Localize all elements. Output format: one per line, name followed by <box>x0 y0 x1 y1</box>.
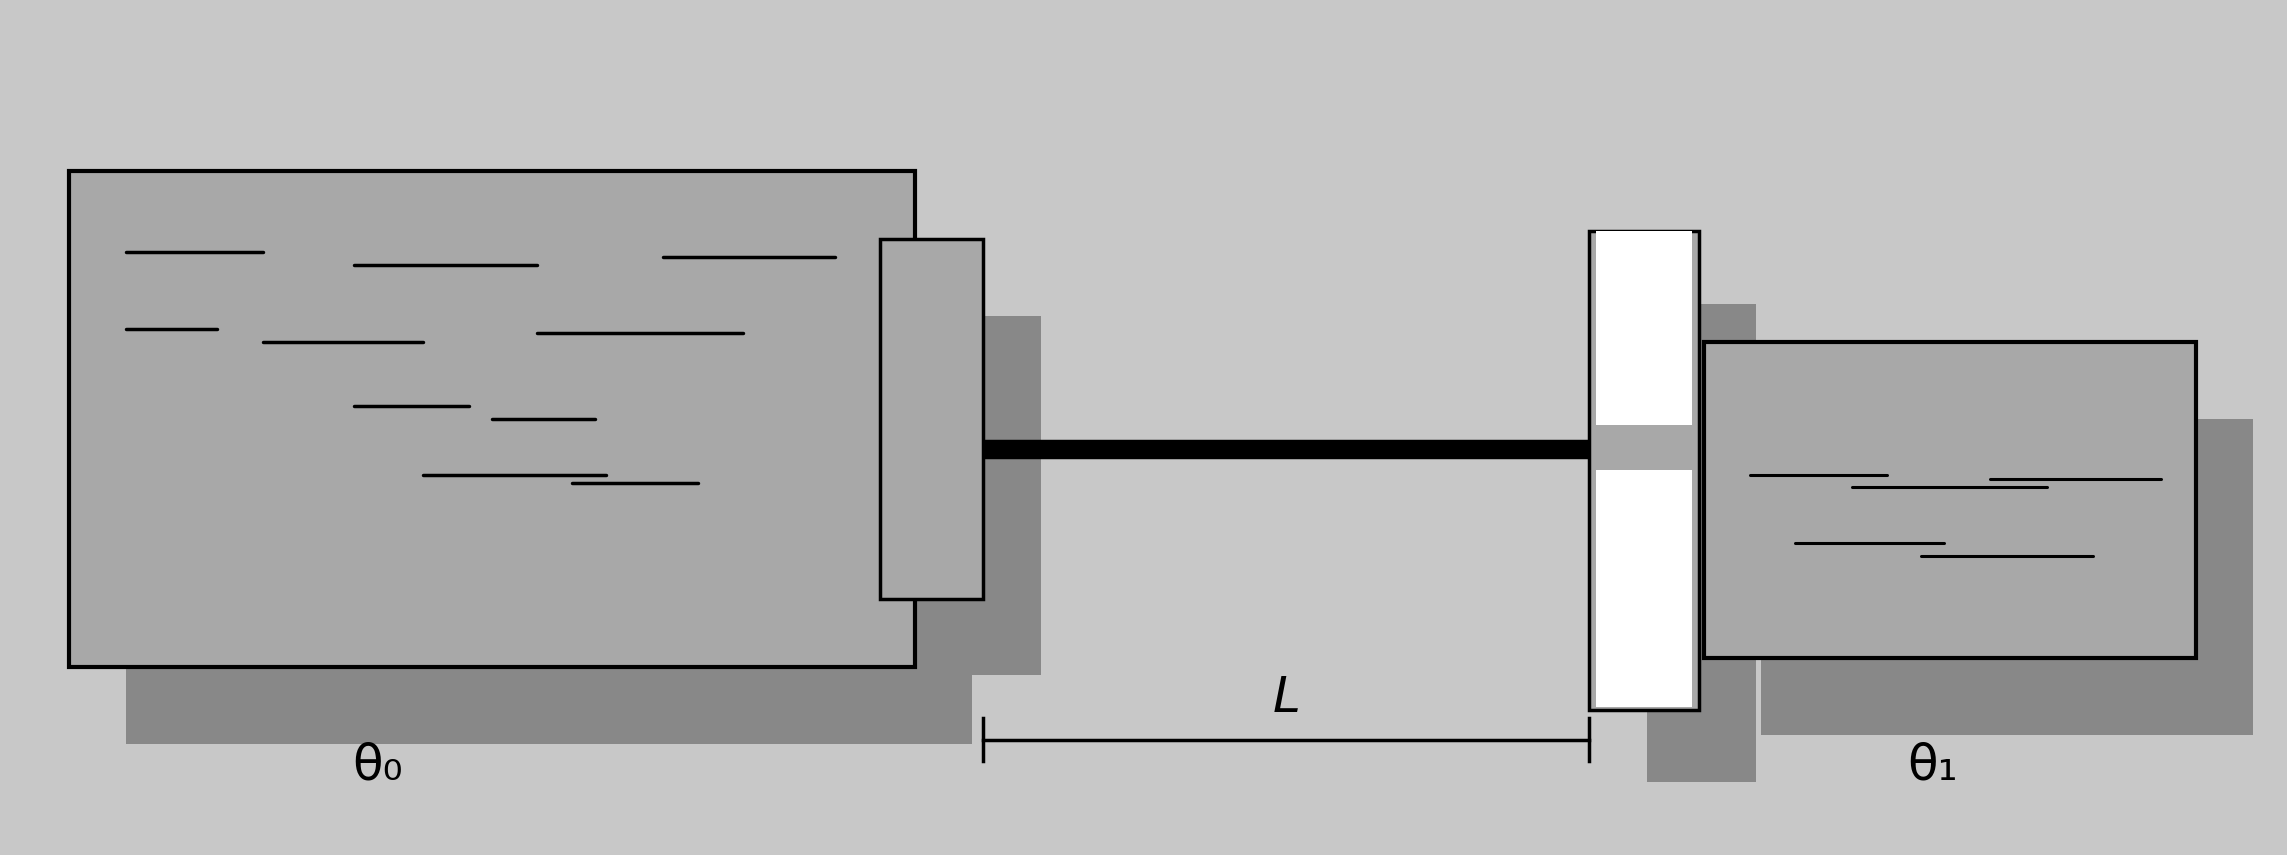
Bar <box>880 239 983 598</box>
Bar <box>938 316 1041 675</box>
Bar <box>1589 231 1699 710</box>
Bar <box>1647 304 1756 782</box>
Text: L: L <box>1272 675 1301 722</box>
Bar <box>126 248 972 744</box>
Text: θ₁: θ₁ <box>1907 741 1958 789</box>
Bar <box>69 171 915 667</box>
Bar <box>1596 231 1692 425</box>
Text: θ₀: θ₀ <box>352 741 403 789</box>
Bar <box>1596 470 1692 707</box>
Bar <box>1704 342 2196 658</box>
Bar <box>1761 419 2253 735</box>
